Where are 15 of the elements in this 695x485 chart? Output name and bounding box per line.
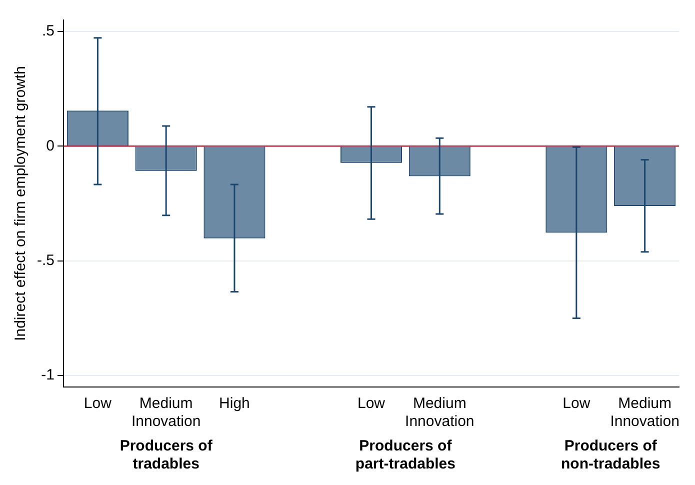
x-tick-label: Medium Innovation — [131, 395, 201, 430]
x-tick-label: Low — [357, 395, 386, 412]
x-tick-label: Low — [562, 395, 590, 412]
y-tick-label: .5 — [42, 22, 55, 40]
y-tick-label: -.5 — [36, 252, 55, 269]
x-tick-label: Low — [84, 395, 112, 412]
text: Producers of tradables — [120, 438, 214, 473]
y-axis-title: Indirect effect on firm employment growth — [12, 66, 30, 341]
x-tick-label: Medium Innovation — [405, 395, 474, 430]
text: Producers of part-tradables — [355, 438, 456, 473]
y-tick-label: -1 — [41, 366, 55, 384]
text: Producers of non-tradables — [561, 438, 660, 473]
x-tick-label: Medium Innovation — [610, 395, 680, 430]
y-tick-label: 0 — [46, 137, 55, 154]
x-tick-label: High — [219, 395, 250, 412]
